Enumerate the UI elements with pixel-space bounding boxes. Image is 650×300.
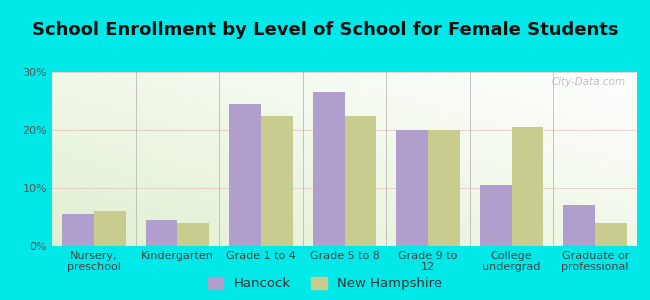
- Bar: [94, 211, 125, 246]
- Text: City-Data.com: City-Data.com: [551, 77, 625, 87]
- Bar: [229, 104, 261, 246]
- Bar: [512, 127, 543, 246]
- Bar: [313, 92, 344, 246]
- Bar: [146, 220, 177, 246]
- Bar: [261, 116, 292, 246]
- Bar: [62, 214, 94, 246]
- Bar: [595, 223, 627, 246]
- Bar: [428, 130, 460, 246]
- Bar: [564, 206, 595, 246]
- Bar: [344, 116, 376, 246]
- Text: School Enrollment by Level of School for Female Students: School Enrollment by Level of School for…: [32, 21, 618, 39]
- Bar: [177, 223, 209, 246]
- Legend: Hancock, New Hampshire: Hancock, New Hampshire: [207, 277, 443, 290]
- Bar: [480, 185, 512, 246]
- Bar: [396, 130, 428, 246]
